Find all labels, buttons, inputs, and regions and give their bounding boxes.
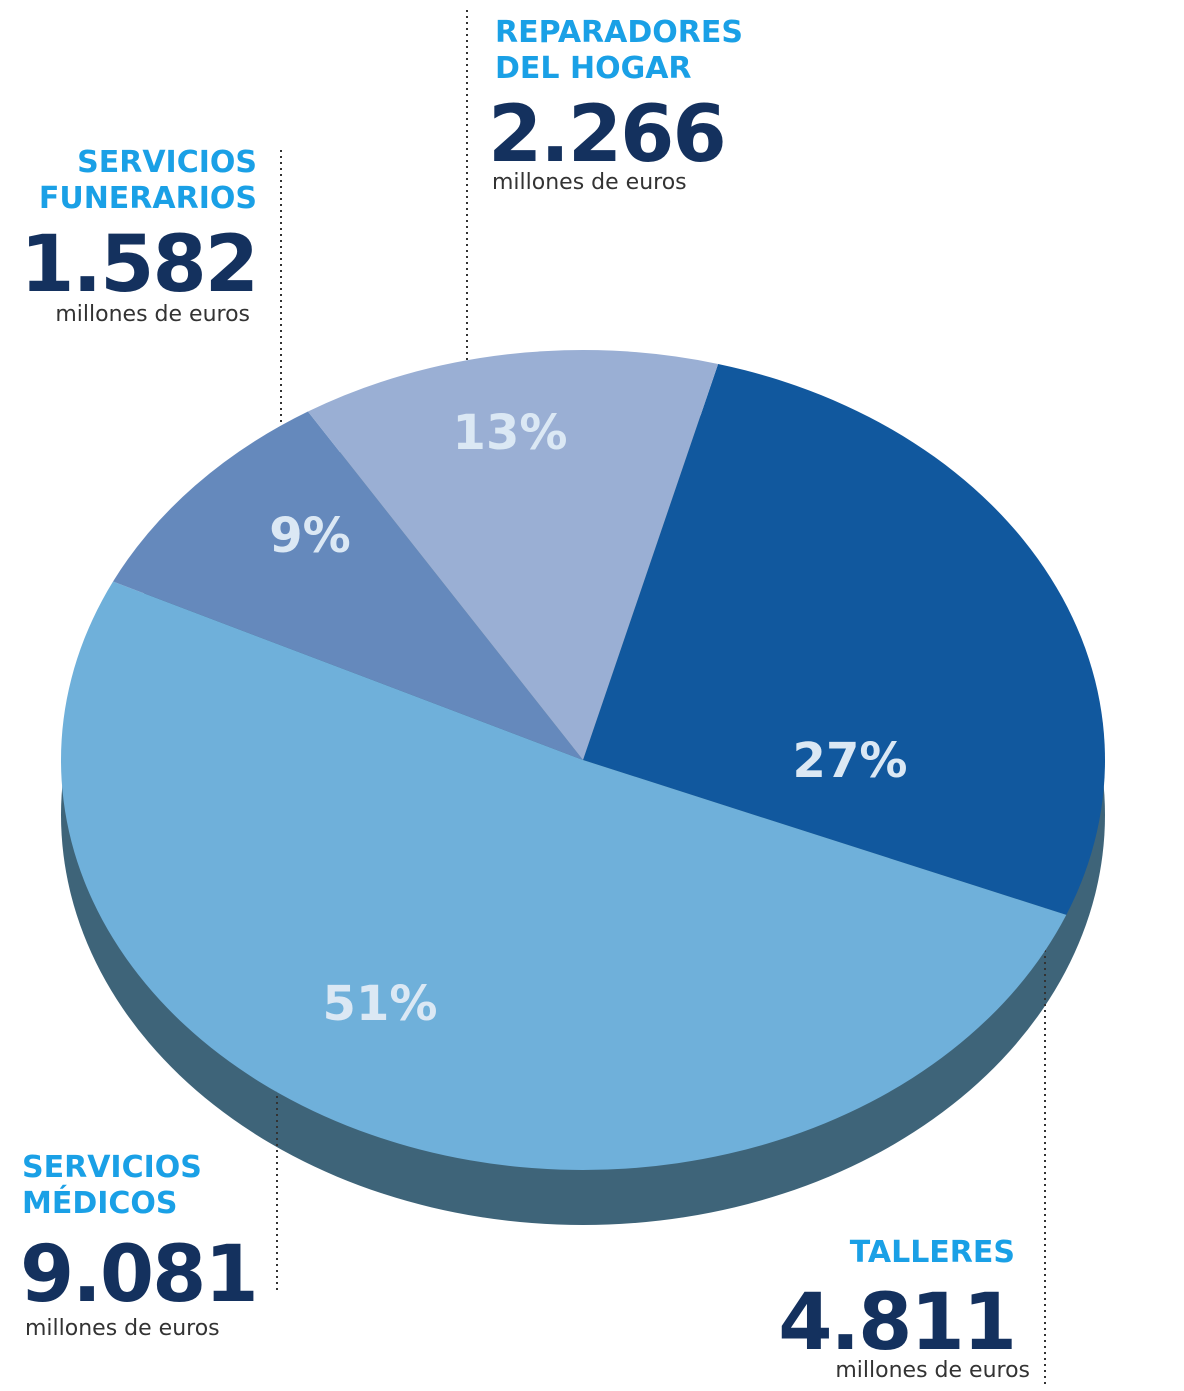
unit-label: millones de euros <box>700 1358 1030 1384</box>
category-label: TALLERES <box>700 1235 1015 1271</box>
amount-label: 9.081 <box>20 1235 257 1315</box>
amount-label: 1.582 <box>0 225 257 305</box>
percent-label: 9% <box>269 508 351 564</box>
amount-label: 4.811 <box>700 1283 1015 1363</box>
infographic: 27%51%9%13% TALLERES4.811millones de eur… <box>0 0 1184 1391</box>
amount-label: 2.266 <box>488 95 725 175</box>
unit-label: millones de euros <box>25 1316 220 1342</box>
category-label: SERVICIOS MÉDICOS <box>22 1150 202 1222</box>
unit-label: millones de euros <box>0 302 250 328</box>
percent-label: 51% <box>323 976 438 1032</box>
category-label: SERVICIOS FUNERARIOS <box>0 145 257 217</box>
unit-label: millones de euros <box>492 170 687 196</box>
category-label: REPARADORES DEL HOGAR <box>495 15 743 87</box>
percent-label: 27% <box>793 733 908 789</box>
percent-label: 13% <box>453 405 568 461</box>
